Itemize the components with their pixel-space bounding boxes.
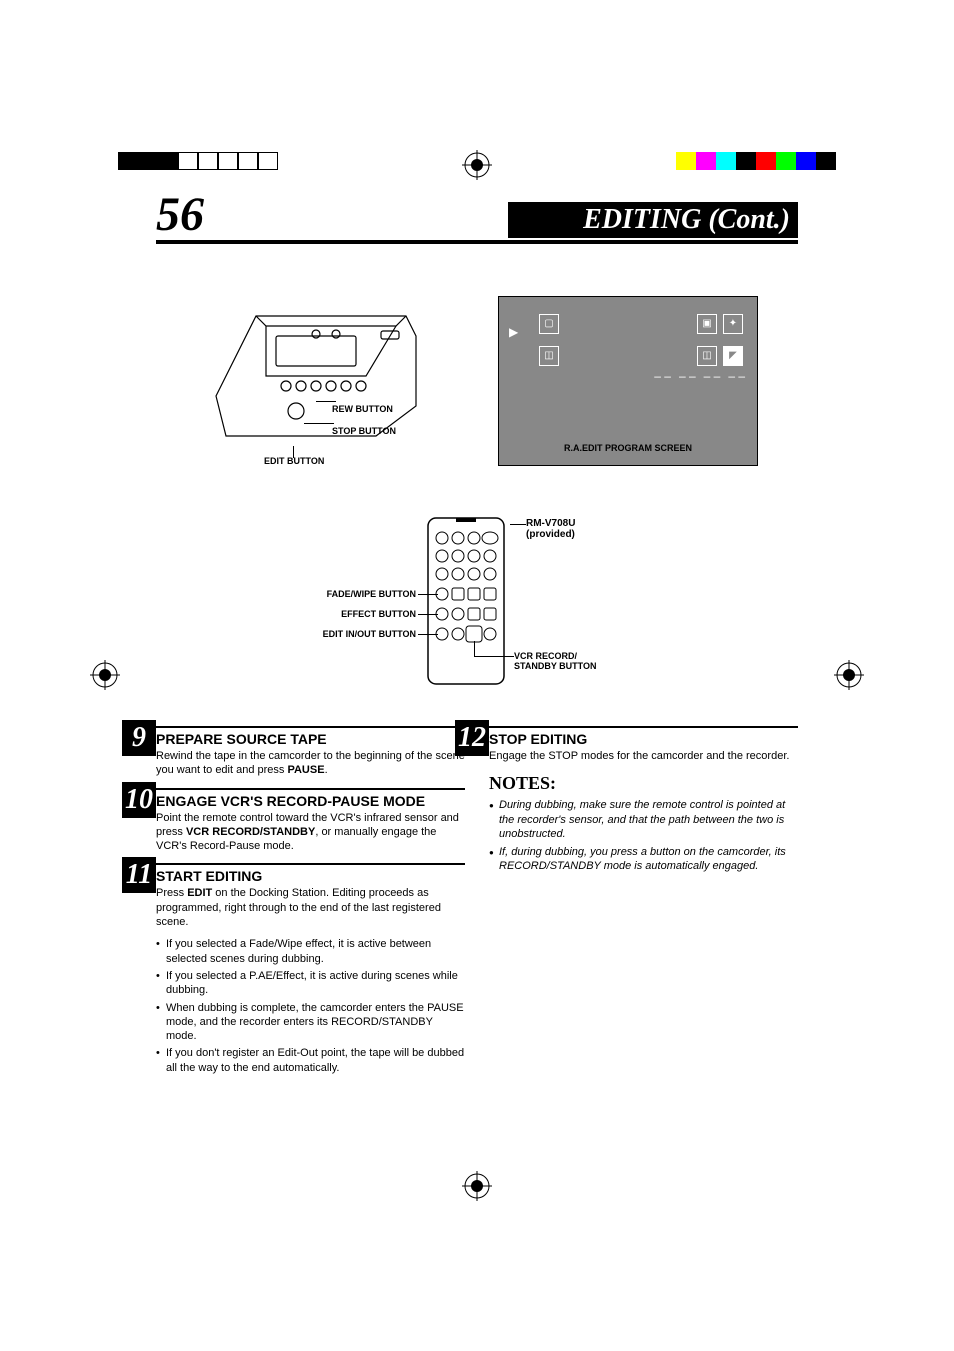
screen-icon: ◫ (697, 346, 717, 366)
registration-mark-left (90, 660, 120, 690)
step-11: 11 START EDITING Press EDIT on the Docki… (156, 863, 465, 1075)
notes-list: During dubbing, make sure the remote con… (489, 798, 798, 873)
step-number: 10 (122, 782, 156, 818)
step-10: 10 ENGAGE VCR'S RECORD-PAUSE MODE Point … (156, 788, 465, 854)
step-9: 9 PREPARE SOURCE TAPE Rewind the tape in… (156, 726, 465, 778)
header-title: EDITING (Cont.) (571, 202, 798, 238)
registration-mark-bottom (462, 1171, 492, 1201)
remote-model: RM-V708U (526, 518, 575, 529)
remote-provided: (provided) (526, 529, 575, 540)
remote-control-illustration (426, 516, 506, 686)
left-column: 9 PREPARE SOURCE TAPE Rewind the tape in… (156, 726, 465, 1085)
notes-item: During dubbing, make sure the remote con… (489, 798, 798, 841)
registration-mark-right (834, 660, 864, 690)
diagram-area: REW BUTTON STOP BUTTON EDIT BUTTON ▶ ▢ ▣… (156, 256, 798, 706)
step-body: Press EDIT on the Docking Station. Editi… (156, 886, 465, 929)
screen-icon: ◫ (539, 346, 559, 366)
step-title: STOP EDITING (489, 731, 798, 747)
screen-dashes: – – – – – – – – (654, 369, 745, 383)
step-title: PREPARE SOURCE TAPE (156, 731, 465, 747)
screen-label: R.A.EDIT PROGRAM SCREEN (499, 443, 757, 453)
right-column: 12 STOP EDITING Engage the STOP modes fo… (489, 726, 798, 1085)
step-12: 12 STOP EDITING Engage the STOP modes fo… (489, 726, 798, 763)
registration-mark-top (462, 150, 492, 180)
bullet-item: If you selected a P.AE/Effect, it is act… (156, 969, 465, 998)
label-rew-button: REW BUTTON (332, 404, 422, 414)
step-number: 11 (122, 857, 156, 893)
step-body: Rewind the tape in the camcorder to the … (156, 749, 465, 778)
step-11-bullets: If you selected a Fade/Wipe effect, it i… (156, 937, 465, 1075)
step-number: 12 (455, 720, 489, 756)
bullet-item: If you don't register an Edit-Out point,… (156, 1046, 465, 1075)
bullet-item: When dubbing is complete, the camcorder … (156, 1001, 465, 1044)
screen-icon: ✦ (723, 314, 743, 334)
label-edit-io: EDIT IN/OUT BUTTON (266, 629, 416, 639)
step-title: ENGAGE VCR'S RECORD-PAUSE MODE (156, 793, 465, 809)
step-body: Point the remote control toward the VCR'… (156, 811, 465, 854)
screen-marker: ▶ (509, 325, 518, 339)
step-body: Engage the STOP modes for the camcorder … (489, 749, 798, 763)
page-number: 56 (156, 187, 204, 242)
step-number: 9 (122, 720, 156, 756)
notes-heading: NOTES: (489, 773, 798, 794)
label-edit-button: EDIT BUTTON (264, 456, 354, 466)
screen-icon: ◤ (723, 346, 743, 366)
step-title: START EDITING (156, 868, 465, 884)
color-bar-left (118, 152, 278, 170)
edit-program-screen: ▶ ▢ ▣ ✦ ◫ ◫ ◤ – – – – – – – – (498, 296, 758, 466)
screen-icon: ▢ (539, 314, 559, 334)
label-vcr-record: VCR RECORD/ STANDBY BUTTON (514, 651, 634, 671)
page-content: 56 EDITING (Cont.) REW BUTTON STOP BUTTO… (156, 200, 798, 1085)
bullet-item: If you selected a Fade/Wipe effect, it i… (156, 937, 465, 966)
label-fade-wipe: FADE/WIPE BUTTON (266, 589, 416, 599)
content-columns: 9 PREPARE SOURCE TAPE Rewind the tape in… (156, 726, 798, 1085)
label-stop-button: STOP BUTTON (332, 426, 422, 436)
page-header: 56 EDITING (Cont.) (156, 200, 798, 244)
color-bar-right (676, 152, 836, 170)
notes-item: If, during dubbing, you press a button o… (489, 845, 798, 874)
label-effect: EFFECT BUTTON (266, 609, 416, 619)
screen-icon: ▣ (697, 314, 717, 334)
